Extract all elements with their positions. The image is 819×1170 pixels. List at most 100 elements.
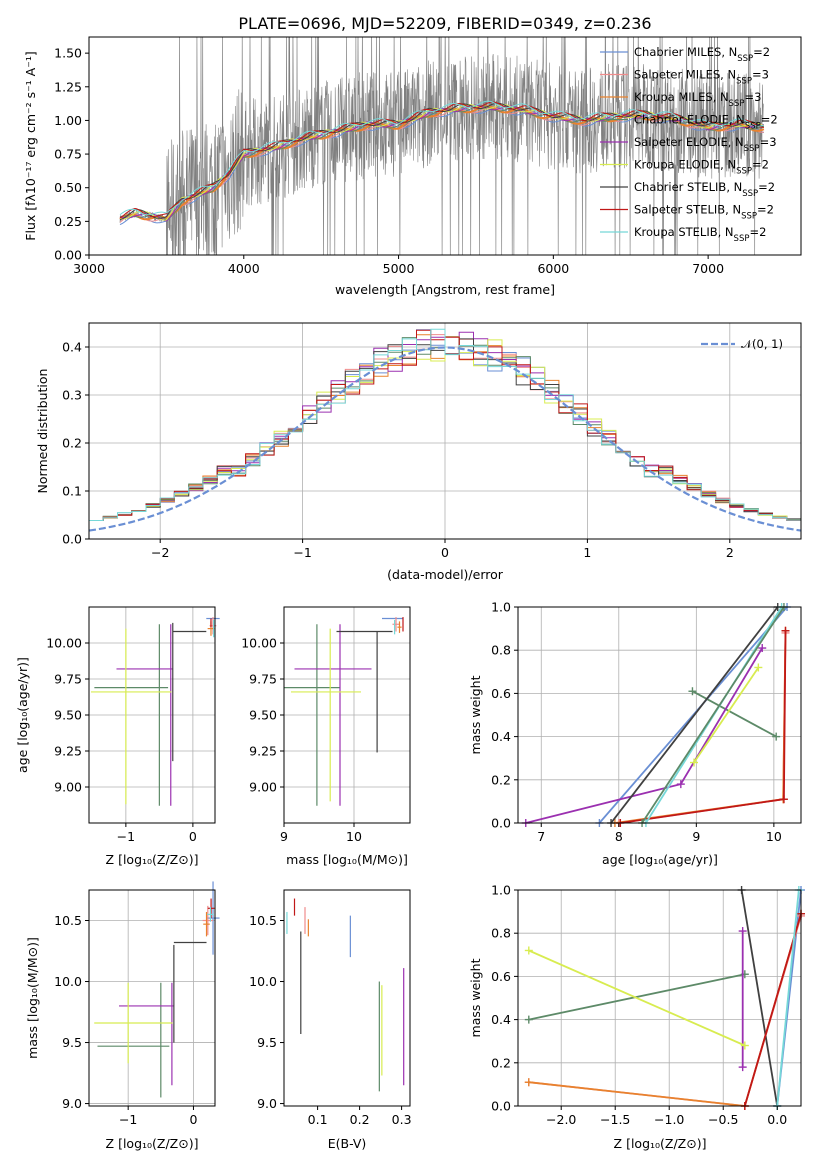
spectrum-legend-label-6: Chabrier STELIB, NSSP=2 xyxy=(634,180,775,199)
panel-age-vs-mass: 9 10 9.00 9.25 9.50 9.75 10.00 mass [log₁₀(M/M… xyxy=(241,606,411,867)
p1-ytick-label-4: 1.00 xyxy=(54,113,82,128)
spectrum-model-7 xyxy=(119,101,764,219)
p5-series-7 xyxy=(620,630,787,823)
spectrum-legend-item-7: Salpeter STELIB, NSSP=2 xyxy=(600,203,774,222)
panel-spectrum: PLATE=0696, MJD=52209, FIBERID=0349, z=0… xyxy=(23,14,802,297)
p5-ytick-label-5: 1.0 xyxy=(491,600,511,615)
p5-marker-3-0 xyxy=(688,687,697,696)
p8-marker-2-0 xyxy=(524,1078,533,1087)
p2-ytick-label-1: 0.1 xyxy=(62,484,82,499)
p8-series-6 xyxy=(740,890,779,1106)
gauss-curve xyxy=(89,346,801,532)
p5-series-5 xyxy=(693,666,760,764)
spectrum-legend-label-1: Salpeter MILES, NSSP=3 xyxy=(634,68,769,87)
p8-ytick-label-3: 0.6 xyxy=(491,969,511,984)
p8-marker-5-1 xyxy=(740,1041,749,1050)
spectrum-model-0 xyxy=(119,107,765,226)
p2-xtick-label-4: 2 xyxy=(726,545,734,560)
residuals-xlabel: (data-model)/error xyxy=(387,567,504,582)
p5-ytick-label-3: 0.6 xyxy=(491,686,511,701)
p3-ytick-label-1: 9.25 xyxy=(54,744,82,759)
p8-xtick-label-2: −1.0 xyxy=(654,1112,684,1127)
p5-marker-7-1 xyxy=(779,795,788,804)
p8-series-7 xyxy=(743,913,801,1106)
spectrum-frame xyxy=(88,36,802,256)
weight-vs-age-ylabel: mass weight xyxy=(468,675,483,754)
p5-ytick-label-2: 0.4 xyxy=(491,729,511,744)
p5-ytick-label-4: 0.8 xyxy=(491,643,511,658)
p2-xtick-label-3: 1 xyxy=(583,545,591,560)
p5-series-0 xyxy=(598,607,788,823)
weight-vs-Z-frame xyxy=(517,889,802,1107)
mass-vs-Z-ylabel: mass [log₁₀(M/M⊙)] xyxy=(25,937,40,1059)
p4-xtick-label-0: 9 xyxy=(280,829,288,844)
spectrum-legend: Chabrier MILES, NSSP=2 Salpeter MILES, NS… xyxy=(600,45,778,244)
p3-xtick-label-0: −1 xyxy=(117,829,135,844)
p3-ytick-label-0: 9.00 xyxy=(54,780,82,795)
spectrum-legend-item-3: Chabrier ELODIE, NSSP=2 xyxy=(600,113,778,132)
p5-marker-4-2 xyxy=(758,644,767,653)
mass-vs-Z-xlabel: Z [log₁₀(Z/Z⊙)] xyxy=(106,1136,199,1151)
p5-xtick-label-2: 9 xyxy=(692,829,700,844)
p8-series-8 xyxy=(776,890,800,1106)
weight-vs-age-frame xyxy=(517,606,802,824)
p2-ytick-label-4: 0.4 xyxy=(62,340,82,355)
panel-mass-vs-ebv: 0.1 0.2 0.3 9.0 9.5 10.0 10.5 E(B-V) xyxy=(249,889,412,1151)
p7-xtick-label-1: 0.2 xyxy=(350,1112,370,1127)
p1-ytick-label-0: 0.00 xyxy=(54,248,82,263)
spectrum-xlabel: wavelength [Angstrom, rest frame] xyxy=(335,282,555,297)
p4-point-1 xyxy=(392,617,400,632)
p8-ytick-label-1: 0.2 xyxy=(491,1055,511,1070)
p1-xtick-label-1: 4000 xyxy=(228,261,260,276)
spectrum-legend-item-1: Salpeter MILES, NSSP=3 xyxy=(600,68,769,87)
p8-series-3 xyxy=(528,973,745,1021)
p8-ytick-label-5: 1.0 xyxy=(491,883,511,898)
spectrum-model-1 xyxy=(119,106,764,223)
spectrum-legend-item-8: Kroupa STELIB, NSSP=2 xyxy=(600,225,766,244)
spectrum-legend-label-3: Chabrier ELODIE, NSSP=2 xyxy=(634,113,778,132)
spectrum-legend-item-0: Chabrier MILES, NSSP=2 xyxy=(600,45,770,64)
p8-marker-4-0 xyxy=(738,1063,747,1072)
p5-ytick-label-0: 0.0 xyxy=(491,816,511,831)
p2-ytick-label-2: 0.2 xyxy=(62,436,82,451)
p1-xtick-label-0: 3000 xyxy=(73,261,105,276)
p7-xtick-label-0: 0.1 xyxy=(308,1112,328,1127)
age-vs-Z-ylabel: age [log₁₀(age/yr)] xyxy=(15,657,30,773)
mass-vs-Z-frame xyxy=(88,889,216,1107)
age-vs-mass-xlabel: mass [log₁₀(M/M⊙)] xyxy=(286,852,408,867)
p5-xtick-label-0: 7 xyxy=(537,829,545,844)
p8-xtick-label-3: −0.5 xyxy=(708,1112,738,1127)
weight-vs-Z-xlabel: Z [log₁₀(Z/Z⊙)] xyxy=(614,1136,707,1151)
panel-age-vs-Z: −1 0 9.00 9.25 9.50 9.75 10.00 Z [log₁₀(Z/Z⊙)]… xyxy=(15,606,220,867)
spectrum-legend-label-4: Salpeter ELODIE, NSSP=3 xyxy=(634,135,777,154)
p6-ytick-label-3: 10.5 xyxy=(54,913,82,928)
residuals-hist-8 xyxy=(89,328,801,521)
mass-vs-ebv-xlabel: E(B-V) xyxy=(328,1136,367,1151)
p3-xtick-label-1: 0 xyxy=(189,829,197,844)
spectrum-legend-label-5: Kroupa ELODIE, NSSP=2 xyxy=(634,158,769,177)
p2-xtick-label-0: −2 xyxy=(151,545,169,560)
p5-marker-4-1 xyxy=(676,780,685,789)
spectrum-title: PLATE=0696, MJD=52209, FIBERID=0349, z=0… xyxy=(238,14,651,33)
p7-ytick-label-1: 9.5 xyxy=(257,1035,277,1050)
p8-ytick-label-2: 0.4 xyxy=(491,1012,511,1027)
panel-residuals: −2 −1 0 1 2 0.0 0.1 0.2 0.3 0.4 (data-model)/erro… xyxy=(35,322,802,582)
spectrum-model-8 xyxy=(119,100,765,216)
p5-marker-3-1 xyxy=(772,732,781,741)
p2-ytick-label-0: 0.0 xyxy=(62,532,82,547)
p6-ytick-label-1: 9.5 xyxy=(62,1035,82,1050)
p6-point-12 xyxy=(207,907,214,922)
p1-xtick-label-2: 5000 xyxy=(383,261,415,276)
spectrum-legend-item-4: Salpeter ELODIE, NSSP=3 xyxy=(600,135,777,154)
p7-ytick-label-0: 9.0 xyxy=(257,1096,277,1111)
residuals-ylabel: Normed distribution xyxy=(35,369,50,494)
p4-ytick-label-1: 9.25 xyxy=(249,744,277,759)
p1-xtick-label-4: 7000 xyxy=(692,261,724,276)
p8-marker-5-0 xyxy=(524,946,533,955)
p6-ytick-label-0: 9.0 xyxy=(62,1096,82,1111)
p5-series-6 xyxy=(610,607,779,823)
p1-ytick-label-3: 0.75 xyxy=(54,147,82,162)
p2-xtick-label-2: 0 xyxy=(441,545,449,560)
p5-series-9 xyxy=(641,607,785,823)
